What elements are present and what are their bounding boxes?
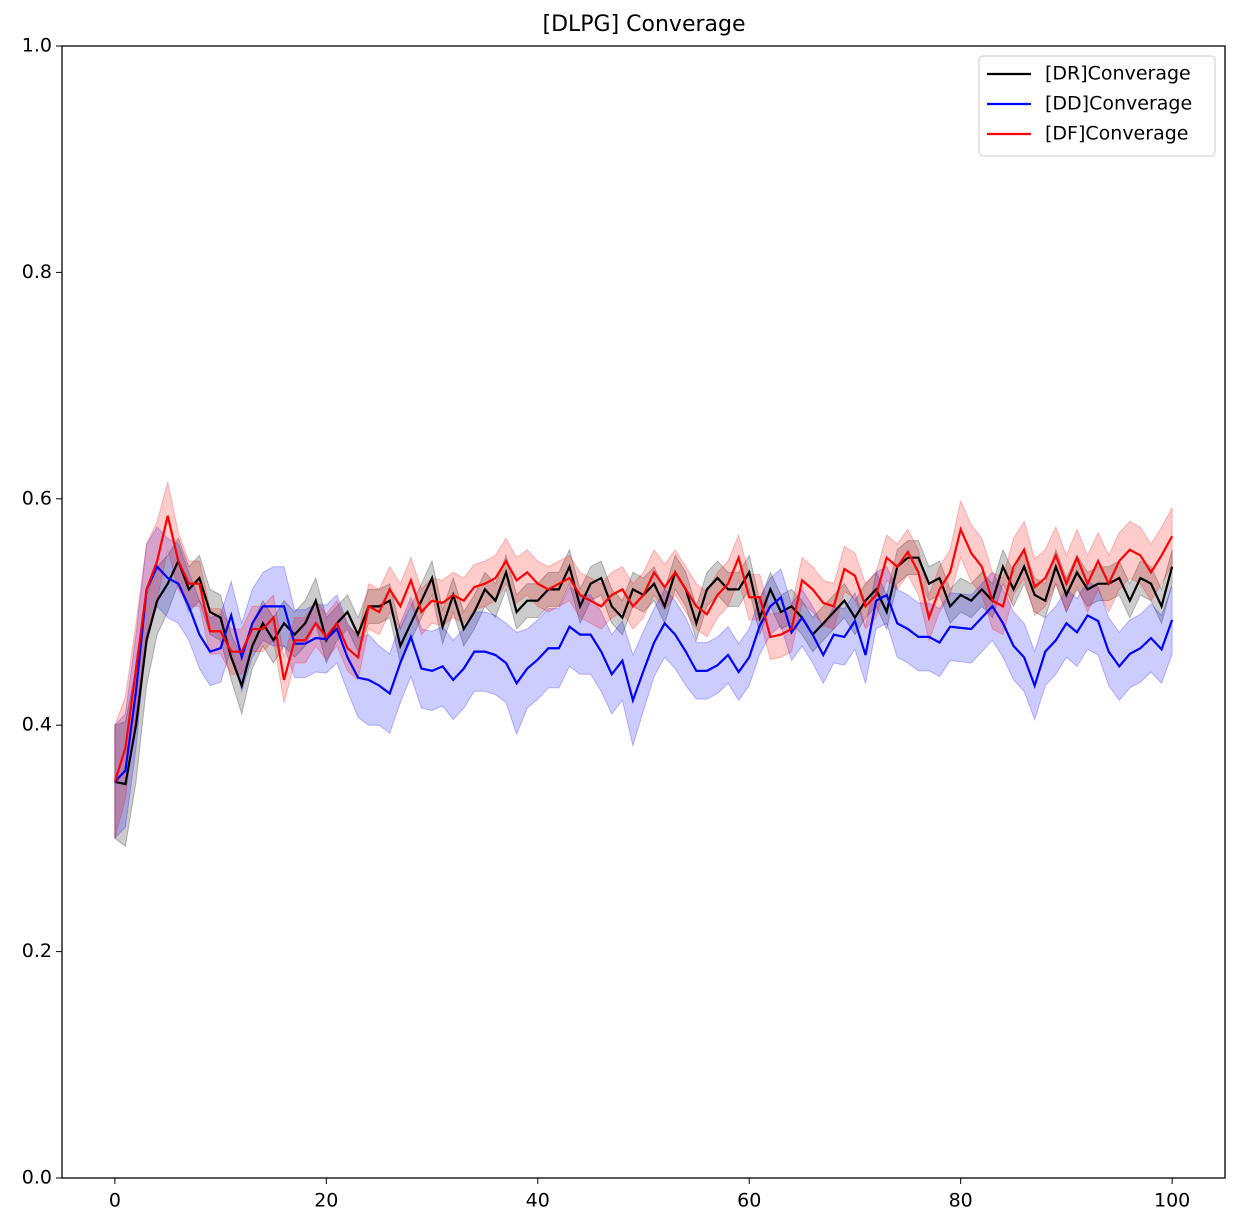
legend-label: [DD]Converage xyxy=(1045,93,1192,115)
y-tick-label: 0.6 xyxy=(22,487,52,509)
series-line xyxy=(113,515,1174,783)
y-tick-label: 0.8 xyxy=(22,261,52,283)
y-tick-label: 0.0 xyxy=(22,1167,52,1189)
chart-title: [DLPG] Converage xyxy=(542,12,745,37)
y-tick-label: 0.4 xyxy=(22,714,52,736)
x-tick-label: 40 xyxy=(526,1190,550,1212)
x-tick-label: 0 xyxy=(109,1190,121,1212)
legend-box xyxy=(978,55,1216,157)
x-tick-label: 20 xyxy=(314,1190,338,1212)
x-tick-label: 100 xyxy=(1154,1190,1190,1212)
error-band xyxy=(114,537,1173,848)
y-tick-label: 0.2 xyxy=(22,940,52,962)
x-tick-label: 60 xyxy=(737,1190,761,1212)
plot-frame xyxy=(61,45,1226,1179)
error-band xyxy=(114,481,1173,839)
legend-label: [DF]Converage xyxy=(1045,123,1188,145)
legend-label: [DR]Converage xyxy=(1045,63,1191,85)
series-line xyxy=(114,564,1174,783)
y-tick-label: 1.0 xyxy=(22,35,52,57)
x-tick-label: 80 xyxy=(949,1190,973,1212)
